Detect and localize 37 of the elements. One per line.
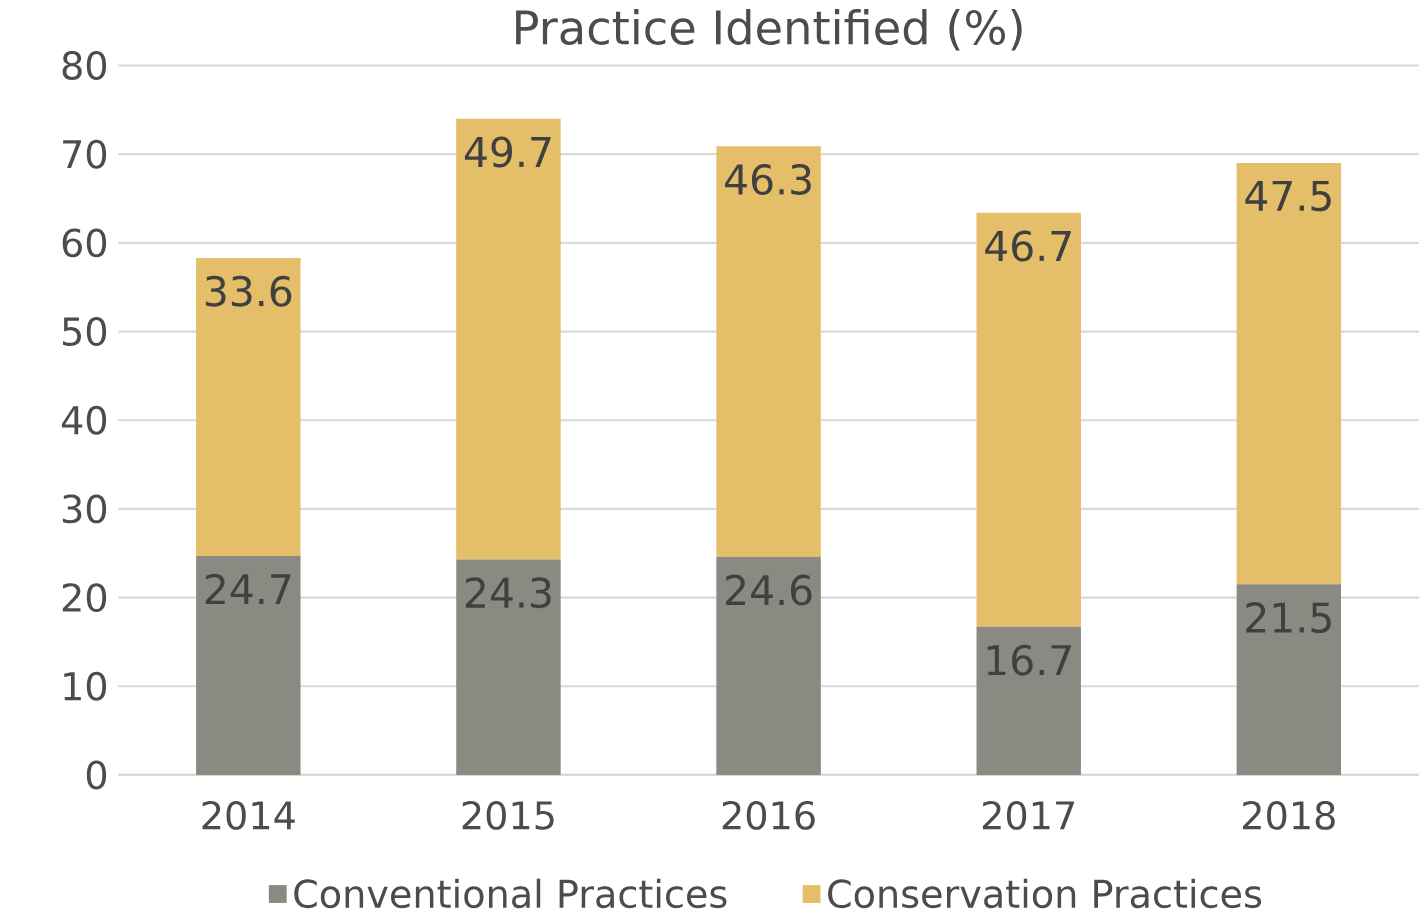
x-tick-label: 2017: [982, 801, 1075, 831]
bar: [716, 556, 821, 776]
data-label: 24.3: [465, 577, 551, 609]
data-label: 21.5: [1246, 602, 1331, 634]
bar: [196, 258, 301, 557]
data-label: 46.3: [725, 164, 811, 196]
y-tick-label: 40: [61, 405, 107, 435]
bar: [716, 146, 821, 557]
y-tick-label: 60: [62, 228, 107, 258]
data-label: 24.7: [205, 573, 291, 605]
data-label: 47.5: [1245, 181, 1331, 212]
legend-label: Conservation Practices: [828, 878, 1262, 909]
data-label: 46.7: [985, 230, 1071, 262]
bar: [976, 212, 1081, 628]
data-label: 24.6: [726, 574, 812, 606]
y-tick-label: 50: [62, 317, 107, 347]
y-tick-label: 80: [62, 51, 107, 81]
y-tick-label: 30: [62, 494, 107, 524]
chart-title: Practice Identified (%): [516, 9, 1022, 51]
y-tick-label: 0: [86, 760, 107, 790]
bar: [1236, 584, 1342, 776]
bar: [976, 627, 1081, 776]
x-tick-label: 2016: [722, 801, 815, 831]
data-label: 49.7: [464, 136, 551, 168]
data-label: 33.6: [205, 275, 292, 307]
data-label: 16.7: [987, 644, 1071, 676]
x-tick-label: 2018: [1243, 801, 1335, 831]
bar: [456, 559, 561, 776]
y-tick-label: 70: [63, 139, 107, 169]
y-tick-label: 10: [64, 671, 107, 701]
bar: [196, 556, 301, 776]
bar: [1236, 163, 1342, 585]
x-tick-label: 2015: [462, 801, 554, 831]
legend-label: Conventional Practices: [294, 878, 727, 909]
y-tick-label: 20: [62, 583, 107, 613]
x-tick-label: 2014: [202, 801, 295, 831]
bar: [456, 118, 561, 560]
